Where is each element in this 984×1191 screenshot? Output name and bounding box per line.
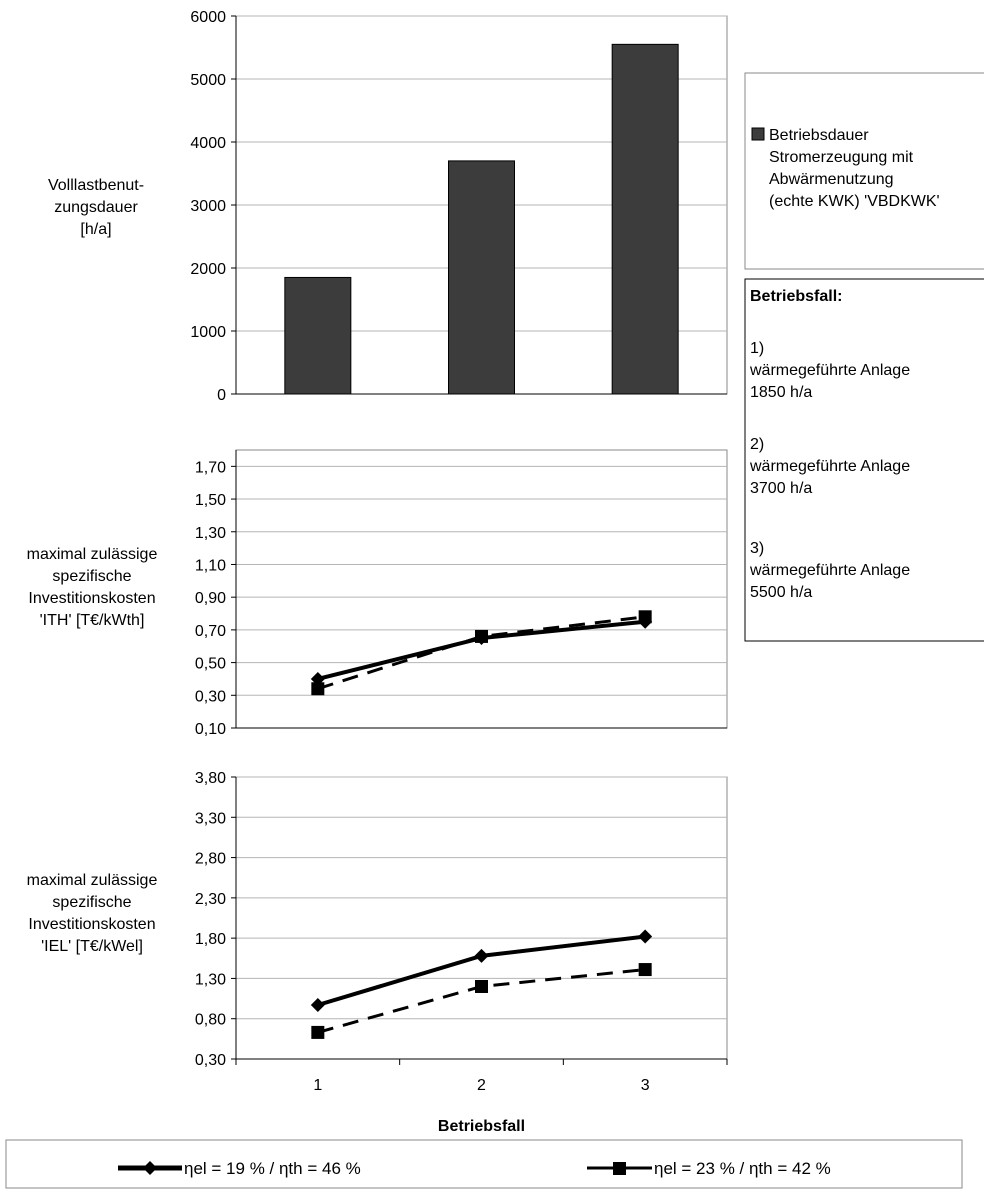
x-tick-label: 1 <box>313 1077 322 1094</box>
y-tick-label: 1,30 <box>195 525 226 542</box>
y-axis-label-line: Investitionskosten <box>28 916 155 933</box>
plot-area <box>235 449 728 729</box>
y-tick-label: 2,30 <box>195 891 226 908</box>
y-tick-label: 3,80 <box>195 770 226 787</box>
y-tick-label: 4000 <box>190 135 226 152</box>
bar <box>284 276 352 395</box>
y-axis-label-line: maximal zulässige <box>27 872 158 889</box>
y-tick-label: 5000 <box>190 72 226 89</box>
case-1-description: wärmegeführte Anlage <box>749 362 910 379</box>
diamond-marker <box>474 948 489 963</box>
case-2-description: wärmegeführte Anlage <box>749 458 910 475</box>
y-tick-label: 2,80 <box>195 851 226 868</box>
y-tick-label: 1,10 <box>195 557 226 574</box>
y-tick-label: 2000 <box>190 261 226 278</box>
chart-panel-1: 0 1000 2000 3000 4000 5000 6000 Volllastbenut-z… <box>48 9 728 404</box>
square-marker <box>638 963 652 977</box>
legend-label-series-2: ηel = 23 % / ηth = 42 % <box>654 1159 831 1178</box>
y-axis-label-line: [h/a] <box>80 221 111 238</box>
legend-entry-series-2: ηel = 23 % / ηth = 42 % <box>587 1159 831 1178</box>
x-tick-label: 2 <box>477 1077 486 1094</box>
bottom-legend: ηel = 19 % / ηth = 46 % ηel = 23 % / ηth… <box>5 1139 963 1189</box>
y-tick-label: 3000 <box>190 198 226 215</box>
y-tick-label: 1,70 <box>195 459 226 476</box>
case-3-description: wärmegeführte Anlage <box>749 562 910 579</box>
case-1-number: 1) <box>750 340 764 357</box>
square-marker <box>311 1025 325 1039</box>
y-axis-label-line: 'IEL' [T€/kWel] <box>41 938 143 955</box>
y-tick-label: 0,50 <box>195 656 226 673</box>
bar <box>448 160 515 395</box>
legend-label-series-1: ηel = 19 % / ηth = 46 % <box>184 1159 361 1178</box>
case-3-hours: 5500 h/a <box>750 584 812 601</box>
legend-square-marker <box>613 1162 626 1175</box>
bottom-legend-box <box>5 1139 963 1189</box>
bar-legend-line-1: Betriebsdauer <box>769 127 869 144</box>
y-axis-label-line: spezifische <box>52 894 131 911</box>
y-tick-label: 0,10 <box>195 721 226 738</box>
y-axis-label-line: Volllastbenut- <box>48 177 144 194</box>
y-tick-label: 1000 <box>190 324 226 341</box>
y-tick-label: 1,80 <box>195 931 226 948</box>
betriebsfall-box: Betriebsfall: 1) wärmegeführte Anlage 18… <box>744 278 984 642</box>
y-axis-label-line: spezifische <box>52 568 131 585</box>
chart-panel-3: 0,30 0,80 1,30 1,80 2,30 2,80 3,30 3,80 maximal … <box>27 770 728 1135</box>
bar-legend-line-2: Stromerzeugung mit <box>769 149 914 166</box>
y-axis-label-line: 'ITH' [T€/kWth] <box>40 612 145 629</box>
bar-legend-swatch <box>751 127 765 141</box>
square-marker <box>638 610 652 624</box>
diamond-marker <box>638 929 653 944</box>
y-tick-label: 6000 <box>190 9 226 26</box>
chart-panel-2: 0,10 0,30 0,50 0,70 0,90 1,10 1,30 1,50 1,70 maxi… <box>27 449 728 738</box>
square-marker <box>475 979 488 993</box>
y-tick-label: 1,50 <box>195 492 226 509</box>
y-tick-label: 0,30 <box>195 1052 226 1069</box>
case-2-hours: 3700 h/a <box>750 480 812 497</box>
diamond-marker <box>310 998 325 1013</box>
bar-legend: Betriebsdauer Stromerzeugung mit Abwärme… <box>744 72 984 270</box>
case-3-number: 3) <box>750 540 764 557</box>
y-tick-label: 0,30 <box>195 688 226 705</box>
y-axis-label-line: zungsdauer <box>54 199 138 216</box>
bar-legend-line-4: (echte KWK) 'VBDKWK' <box>769 193 940 210</box>
betriebsfall-title: Betriebsfall: <box>750 288 842 305</box>
square-marker <box>311 682 325 696</box>
y-tick-label: 3,30 <box>195 810 226 827</box>
plot-area <box>235 776 728 1060</box>
legend-entry-series-1: ηel = 19 % / ηth = 46 % <box>118 1159 361 1178</box>
bar-legend-line-3: Abwärmenutzung <box>769 171 894 188</box>
x-axis-title: Betriebsfall <box>438 1118 525 1135</box>
y-axis-label-line: maximal zulässige <box>27 546 158 563</box>
y-axis-label-line: Investitionskosten <box>28 590 155 607</box>
y-tick-label: 0,90 <box>195 590 226 607</box>
bar <box>611 43 679 395</box>
y-tick-label: 0,70 <box>195 623 226 640</box>
legend-diamond-marker <box>143 1161 157 1175</box>
case-1-hours: 1850 h/a <box>750 384 812 401</box>
x-tick-label: 3 <box>641 1077 650 1094</box>
betriebsfall-box-frame <box>744 278 984 642</box>
case-2-number: 2) <box>750 436 764 453</box>
y-tick-label: 0 <box>217 387 226 404</box>
square-marker <box>475 629 488 643</box>
y-tick-label: 1,30 <box>195 971 226 988</box>
bar-legend-box <box>744 72 984 270</box>
y-tick-label: 0,80 <box>195 1012 226 1029</box>
charts-layer: 0 1000 2000 3000 4000 5000 6000 Volllastbenut-z… <box>27 9 728 1135</box>
